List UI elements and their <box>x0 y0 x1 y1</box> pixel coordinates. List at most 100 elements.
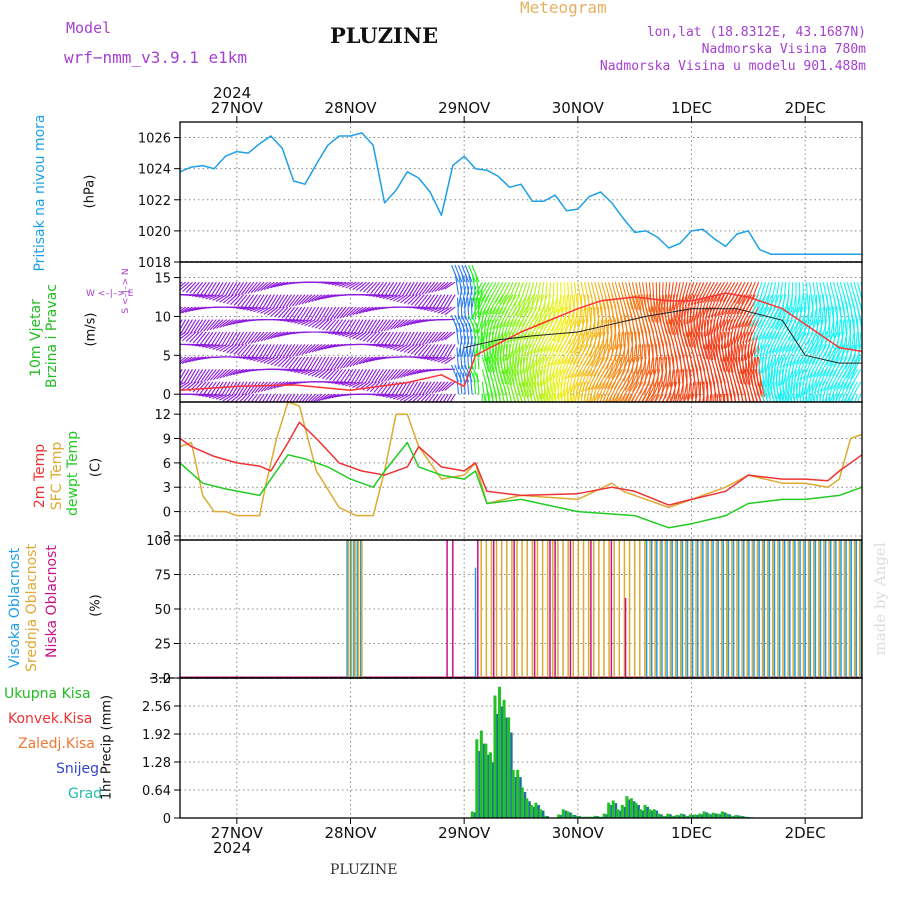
wind-barb <box>277 331 289 338</box>
wind-barb <box>498 394 501 402</box>
wind-barb <box>260 381 272 393</box>
wind-barb <box>699 294 708 321</box>
wind-barb <box>563 356 575 380</box>
wind-barb <box>669 356 671 387</box>
wind-barb <box>231 331 241 347</box>
wind-barb <box>723 331 727 362</box>
wind-barb <box>536 356 541 387</box>
wind-barb <box>265 393 272 402</box>
wind-barb <box>739 319 749 345</box>
wind-barb <box>321 343 333 351</box>
wind-barb <box>214 381 224 396</box>
precip-total-bar <box>593 815 597 818</box>
wind-barb <box>615 394 620 402</box>
wind-barb <box>560 282 562 313</box>
wind-barb <box>828 307 831 338</box>
wind-barb <box>771 331 783 354</box>
wind-barb <box>298 344 309 356</box>
wind-barb <box>805 282 810 312</box>
wind-barb <box>740 394 744 402</box>
temp-axis-tick-label: 3 <box>163 481 171 496</box>
wind-barb <box>483 306 494 332</box>
wind-barb <box>686 307 690 337</box>
wind-barb <box>730 381 737 402</box>
wind-barb <box>192 281 204 295</box>
wind-barb <box>822 369 835 392</box>
wind-barb <box>777 356 783 386</box>
wind-barb <box>461 264 470 283</box>
wind-barb <box>567 394 570 402</box>
wind-barb <box>342 306 354 318</box>
x-tick-label-bottom: 30NOV <box>552 824 605 842</box>
pressure-axis-frame <box>179 121 863 263</box>
wind-barb <box>185 281 197 293</box>
wind-barb <box>647 393 654 402</box>
precip-conv-bar <box>610 804 613 818</box>
wind-barb <box>398 281 408 297</box>
wind-barb <box>505 394 509 402</box>
wind-barb <box>352 356 364 367</box>
wind-barb <box>254 393 262 402</box>
precip-total-bar <box>511 769 515 818</box>
wind-barb <box>323 306 333 322</box>
wind-barb <box>425 294 436 308</box>
wind-barb <box>370 281 381 294</box>
wind-barb <box>425 381 436 395</box>
wind-barb <box>234 331 245 346</box>
wind-barb <box>185 381 197 391</box>
wind-barb <box>237 381 248 396</box>
wind-barb <box>254 381 265 394</box>
wind-barb <box>199 331 210 345</box>
model-name: wrf−nmm_v3.9.1 e1km <box>64 48 248 67</box>
wind-barb <box>515 331 524 359</box>
wind-barb <box>435 393 442 402</box>
wind-barb <box>328 281 340 285</box>
precip-total-bar <box>470 811 474 818</box>
wind-barb <box>487 281 500 303</box>
wind-barb <box>414 344 425 356</box>
wind-barb <box>363 281 374 293</box>
wind-barb <box>597 319 603 349</box>
wind-barb <box>515 294 528 317</box>
wind-barb <box>298 393 306 402</box>
wind-barb <box>282 344 292 359</box>
wind-barb <box>514 344 518 375</box>
wind-barb <box>755 344 760 375</box>
wind-barb <box>532 344 541 371</box>
precip-conv-bar <box>510 732 513 818</box>
wind-barb <box>352 281 364 291</box>
wind-barb <box>444 306 456 316</box>
precip-conv-bar <box>491 762 495 818</box>
wind-barb <box>401 281 412 297</box>
wind-barb <box>184 306 197 313</box>
precip-conv-bar <box>687 816 690 818</box>
wind-barb <box>651 393 657 402</box>
precip-conv-bar <box>723 812 727 818</box>
wind-barb <box>377 281 388 296</box>
x-tick-label-top: 30NOV <box>552 99 605 117</box>
wind-barb <box>274 306 285 318</box>
wind-barb <box>446 393 453 402</box>
wind-barb <box>590 394 593 402</box>
wind-barb <box>272 294 282 309</box>
wind-barb <box>519 356 523 387</box>
wind-barb <box>377 369 388 383</box>
precip-total-bar <box>648 809 652 818</box>
wind-barb <box>713 306 722 335</box>
wind-barb <box>365 356 377 363</box>
wind-barb <box>730 306 743 330</box>
wind-barb <box>366 331 378 343</box>
wind-barb <box>747 356 754 386</box>
wind-barb <box>389 393 401 399</box>
wind-barb <box>727 394 729 402</box>
wind-barb <box>492 381 498 402</box>
wind-barb <box>702 281 715 303</box>
wind-barb <box>727 381 733 402</box>
wind-barb <box>498 281 511 304</box>
wind-barb <box>203 319 214 332</box>
wind-barb <box>777 282 783 312</box>
wind-barb <box>377 319 388 333</box>
wind-barb <box>357 319 367 334</box>
wind-barb <box>642 331 646 362</box>
wind-barb <box>589 356 603 377</box>
